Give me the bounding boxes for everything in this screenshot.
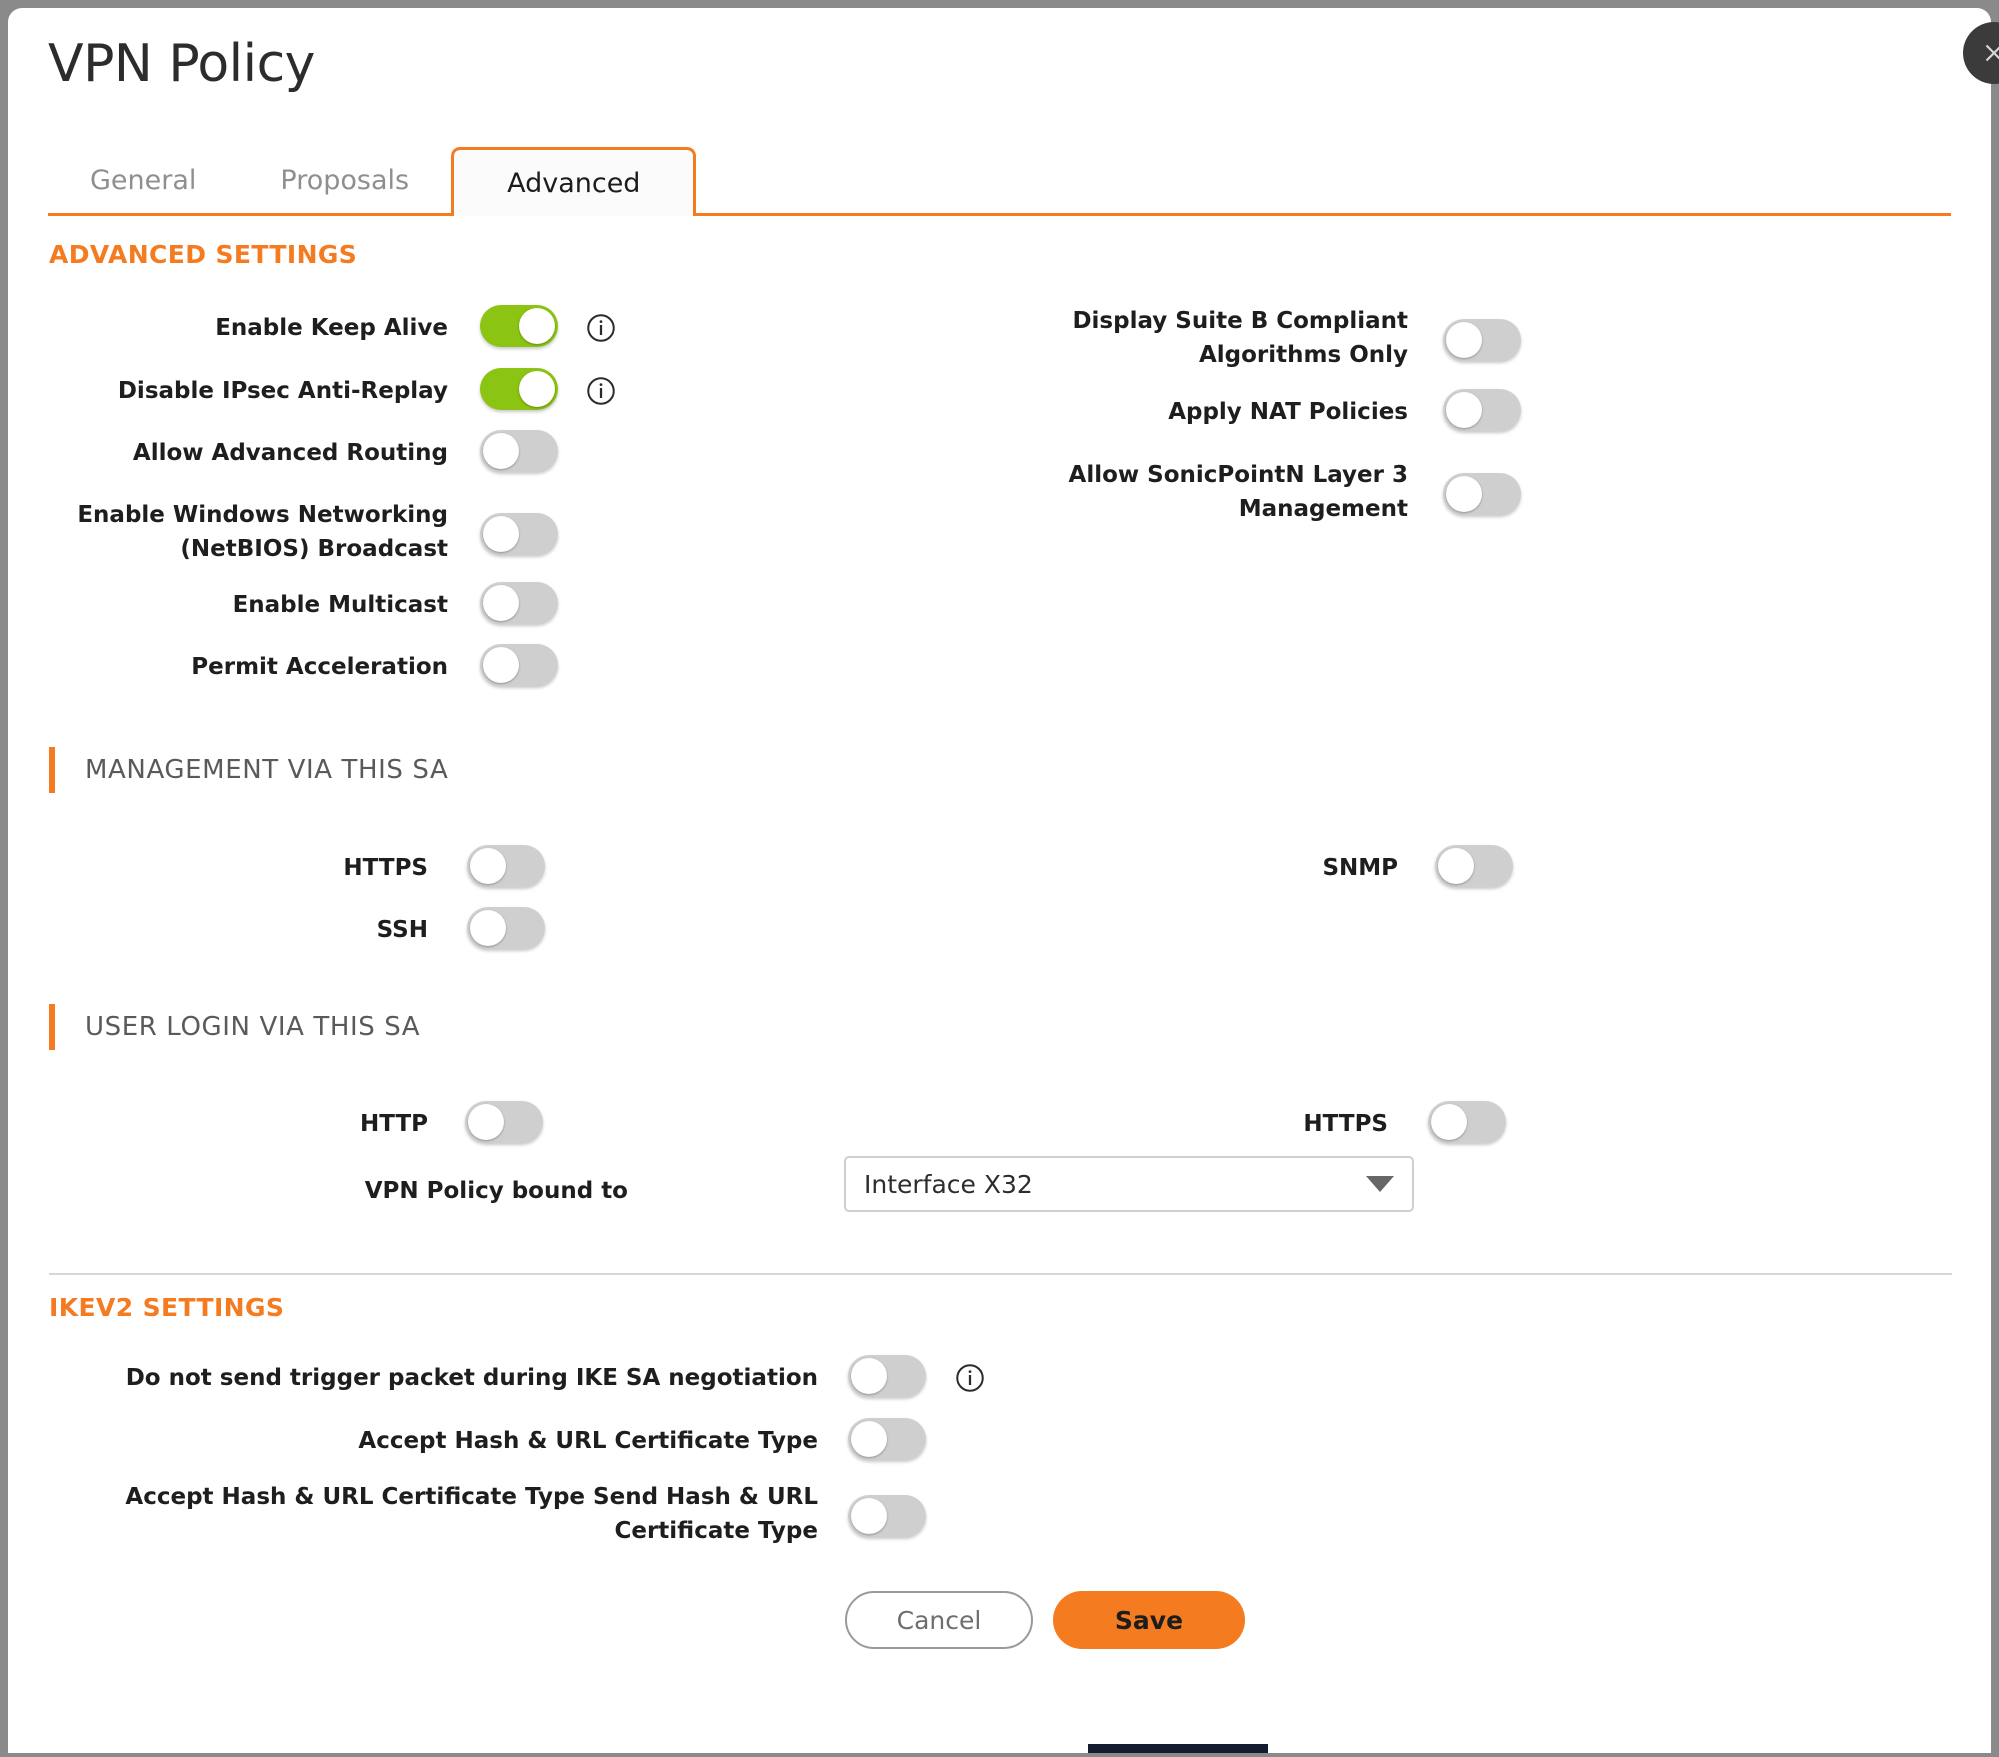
label-allow-sonicpointn-layer3: Allow SonicPointN Layer 3 Management	[1068, 462, 1408, 522]
label-enable-windows-networking: Enable Windows Networking (NetBIOS) Broa…	[77, 502, 448, 562]
toggle-management-https[interactable]	[467, 845, 545, 887]
toggle-knob	[1431, 1104, 1467, 1140]
toggle-permit-acceleration[interactable]	[480, 644, 558, 686]
label-management-ssh: SSH	[376, 917, 428, 943]
label-apply-nat-policies: Apply NAT Policies	[1168, 399, 1408, 425]
label-permit-acceleration: Permit Acceleration	[191, 654, 448, 680]
toggle-enable-keep-alive[interactable]	[480, 305, 558, 347]
label-accept-send-hash-url-cert-type: Accept Hash & URL Certificate Type Send …	[125, 1484, 818, 1544]
page-title: VPN Policy	[48, 34, 315, 94]
toggle-apply-nat-policies[interactable]	[1443, 389, 1521, 431]
label-disable-ipsec-anti-replay: Disable IPsec Anti-Replay	[117, 378, 448, 404]
label-vpn-policy-bound-to: VPN Policy bound to	[364, 1178, 628, 1204]
ikev2-settings-heading: IKEV2 SETTINGS	[49, 1293, 285, 1322]
toggle-do-not-send-trigger-packet[interactable]	[848, 1355, 926, 1397]
section-accent-bar	[49, 1004, 55, 1050]
toggle-knob	[1446, 322, 1482, 358]
toggle-accept-send-hash-url-cert-type[interactable]	[848, 1495, 926, 1537]
label-user-login-http: HTTP	[359, 1111, 428, 1137]
toggle-knob	[851, 1498, 887, 1534]
label-accept-hash-url-cert-type: Accept Hash & URL Certificate Type	[358, 1428, 818, 1454]
toggle-knob	[519, 371, 555, 407]
save-button[interactable]: Save	[1053, 1591, 1245, 1649]
section-divider	[49, 1273, 1952, 1275]
label-display-suite-b: Display Suite B Compliant Algorithms Onl…	[1072, 308, 1408, 368]
tab-bar: General Proposals Advanced	[48, 147, 1951, 216]
chevron-down-icon	[1366, 1176, 1394, 1192]
toggle-enable-windows-networking[interactable]	[480, 513, 558, 555]
label-do-not-send-trigger-packet: Do not send trigger packet during IKE SA…	[125, 1365, 818, 1391]
toggle-knob	[851, 1358, 887, 1394]
info-icon-do-not-send-trigger-packet[interactable]	[955, 1363, 985, 1393]
close-icon	[1985, 44, 1999, 62]
label-user-login-https: HTTPS	[1303, 1111, 1388, 1137]
toggle-knob	[470, 910, 506, 946]
info-icon-enable-keep-alive[interactable]	[586, 313, 616, 343]
toggle-knob	[1438, 848, 1474, 884]
label-enable-multicast: Enable Multicast	[232, 592, 448, 618]
advanced-settings-heading: ADVANCED SETTINGS	[49, 240, 358, 269]
toggle-display-suite-b[interactable]	[1443, 319, 1521, 361]
toggle-management-ssh[interactable]	[467, 907, 545, 949]
toggle-knob	[1446, 476, 1482, 512]
toggle-knob	[851, 1421, 887, 1457]
toggle-knob	[483, 516, 519, 552]
toggle-knob	[519, 308, 555, 344]
management-via-sa-heading: MANAGEMENT VIA THIS SA	[49, 747, 448, 793]
toggle-knob	[483, 433, 519, 469]
toggle-allow-advanced-routing[interactable]	[480, 430, 558, 472]
toggle-enable-multicast[interactable]	[480, 582, 558, 624]
label-management-https: HTTPS	[343, 855, 428, 881]
label-enable-keep-alive: Enable Keep Alive	[215, 315, 448, 341]
toggle-knob	[483, 585, 519, 621]
toggle-user-login-https[interactable]	[1428, 1101, 1506, 1143]
toggle-knob	[1446, 392, 1482, 428]
toggle-accept-hash-url-cert-type[interactable]	[848, 1418, 926, 1460]
toggle-allow-sonicpointn-layer3[interactable]	[1443, 473, 1521, 515]
tab-proposals[interactable]: Proposals	[280, 164, 410, 196]
vpn-policy-dialog: VPN Policy General Proposals Advanced AD…	[8, 8, 1991, 1753]
toggle-disable-ipsec-anti-replay[interactable]	[480, 368, 558, 410]
vpn-policy-bound-to-select[interactable]: Interface X32	[844, 1156, 1414, 1212]
user-login-via-sa-heading: USER LOGIN VIA THIS SA	[49, 1004, 420, 1050]
info-icon-disable-ipsec-anti-replay[interactable]	[586, 376, 616, 406]
toggle-knob	[470, 848, 506, 884]
toggle-knob	[468, 1104, 504, 1140]
background-window-peek	[1088, 1744, 1268, 1753]
label-allow-advanced-routing: Allow Advanced Routing	[132, 440, 448, 466]
label-management-snmp: SNMP	[1322, 855, 1398, 881]
toggle-user-login-http[interactable]	[465, 1101, 543, 1143]
toggle-knob	[483, 647, 519, 683]
tab-advanced[interactable]: Advanced	[451, 147, 697, 216]
section-accent-bar	[49, 747, 55, 793]
vpn-policy-bound-to-value: Interface X32	[864, 1169, 1033, 1199]
cancel-button[interactable]: Cancel	[845, 1591, 1033, 1649]
toggle-management-snmp[interactable]	[1435, 845, 1513, 887]
tab-general[interactable]: General	[90, 164, 197, 196]
